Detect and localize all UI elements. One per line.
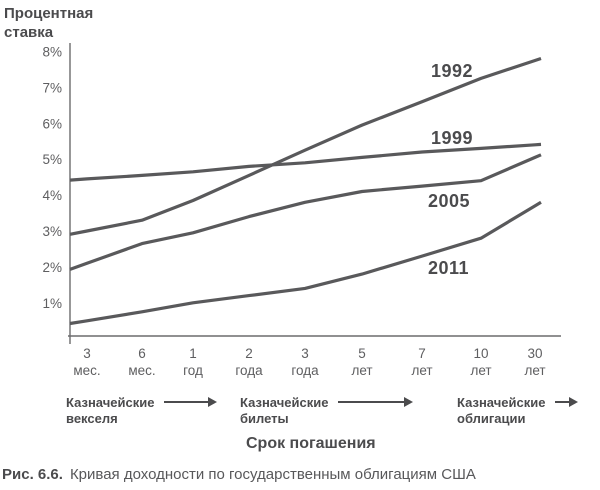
x-tick-label-value: 6	[138, 346, 146, 361]
x-tick-label-unit: лет	[351, 363, 372, 378]
right-arrow-icon	[164, 397, 218, 407]
series-label-1999: 1999	[431, 128, 473, 148]
maturity-group-label: Казначейские облигации	[457, 395, 546, 426]
x-tick-label-unit: мес.	[128, 363, 155, 378]
x-tick-label-unit: лет	[524, 363, 545, 378]
yield-curve-chart: 1% 2% 3% 4% 5% 6% 7% 8% 3 мес. 6 мес. 1 год 2 года 3 года…	[42, 43, 561, 378]
x-tick-label-unit: года	[235, 363, 263, 378]
x-tick-label-value: 3	[301, 346, 309, 361]
series-line-2005	[69, 153, 542, 271]
maturity-group-label: Казначейские векселя	[66, 395, 155, 426]
maturity-group-notes: Казначейские билеты	[240, 395, 414, 427]
maturity-group-label: Казначейские билеты	[240, 395, 329, 426]
x-tick-label-value: 3	[83, 346, 91, 361]
y-axis-title: Процентная ставка	[4, 5, 94, 41]
x-tick-label-unit: лет	[470, 363, 491, 378]
x-tick-label-unit: год	[183, 363, 203, 378]
x-tick-label-value: 7	[418, 346, 426, 361]
x-tick-label-value: 2	[245, 346, 253, 361]
maturity-group-bonds: Казначейские облигации	[457, 395, 579, 427]
y-tick-label: 4%	[42, 188, 62, 203]
series-line-2011	[69, 200, 542, 326]
x-tick-label-value: 30	[527, 346, 542, 361]
maturity-group-bills: Казначейские векселя	[66, 395, 218, 427]
y-tick-label: 5%	[42, 152, 62, 167]
y-tick-label: 7%	[42, 80, 62, 95]
right-arrow-icon	[555, 397, 579, 407]
x-tick-label-value: 10	[473, 346, 488, 361]
x-tick-label-unit: мес.	[73, 363, 100, 378]
figure-caption-text: Кривая доходности по государственным обл…	[69, 466, 476, 483]
x-tick-label-value: 5	[358, 346, 366, 361]
series-label-2005: 2005	[428, 191, 470, 211]
series-label-1992: 1992	[431, 61, 473, 81]
x-tick-label-unit: лет	[411, 363, 432, 378]
y-tick-label: 8%	[42, 45, 62, 60]
figure-caption: Рис. 6.6. Кривая доходности по государств…	[2, 466, 476, 483]
x-tick-label-unit: года	[291, 363, 319, 378]
y-tick-label: 6%	[42, 116, 62, 131]
y-tick-label: 1%	[42, 296, 62, 311]
right-arrow-icon	[338, 397, 414, 407]
y-tick-label: 3%	[42, 224, 62, 239]
series-line-1999	[69, 142, 542, 182]
figure-number: Рис. 6.6.	[2, 466, 63, 483]
x-axis-title: Срок погашения	[246, 435, 376, 452]
x-tick-label-value: 1	[189, 346, 197, 361]
series-line-1992	[69, 56, 542, 236]
series-label-2011: 2011	[428, 258, 469, 278]
y-tick-label: 2%	[42, 260, 62, 275]
